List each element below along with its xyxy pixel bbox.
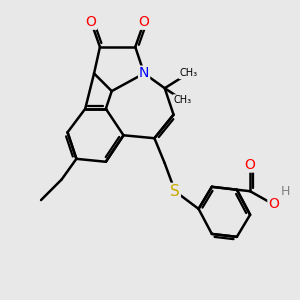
Text: CH₃: CH₃ bbox=[179, 68, 197, 78]
Text: O: O bbox=[245, 158, 256, 172]
Text: O: O bbox=[139, 15, 149, 29]
Text: O: O bbox=[268, 197, 279, 212]
Text: N: N bbox=[139, 66, 149, 80]
Text: CH₃: CH₃ bbox=[173, 95, 191, 105]
Text: O: O bbox=[86, 15, 97, 29]
Text: S: S bbox=[170, 184, 180, 199]
Text: H: H bbox=[281, 185, 290, 198]
